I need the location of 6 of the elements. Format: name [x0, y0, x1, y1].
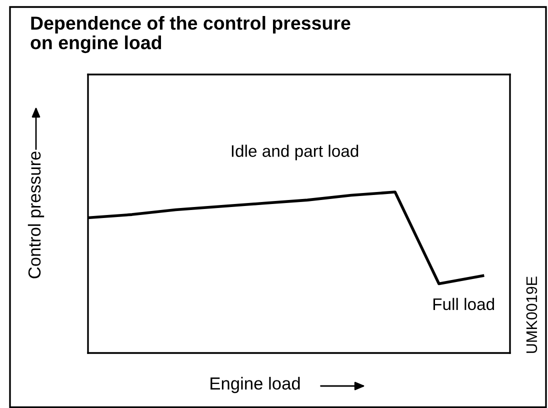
- text: Idle and part load: [232, 144, 358, 160]
- text: UMK0019E: [526, 276, 538, 353]
- chart-title: Dependence of the control pressure on engine load: [30, 16, 350, 54]
- x-axis-title: Engine load: [210, 376, 300, 394]
- y-axis-title: Control pressure: [28, 152, 44, 278]
- annotation: Full load: [433, 298, 494, 310]
